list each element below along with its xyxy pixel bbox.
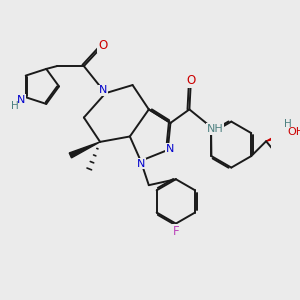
Text: N: N	[99, 85, 107, 95]
Polygon shape	[69, 142, 100, 158]
Text: N: N	[136, 158, 145, 169]
Text: H: H	[284, 119, 292, 129]
Text: OH: OH	[287, 127, 300, 137]
Polygon shape	[266, 130, 287, 141]
Text: N: N	[16, 95, 25, 105]
Text: N: N	[166, 144, 175, 154]
Text: O: O	[98, 39, 107, 52]
Text: NH: NH	[207, 124, 224, 134]
Text: H: H	[11, 101, 19, 111]
Text: O: O	[186, 74, 195, 87]
Text: F: F	[172, 225, 179, 238]
